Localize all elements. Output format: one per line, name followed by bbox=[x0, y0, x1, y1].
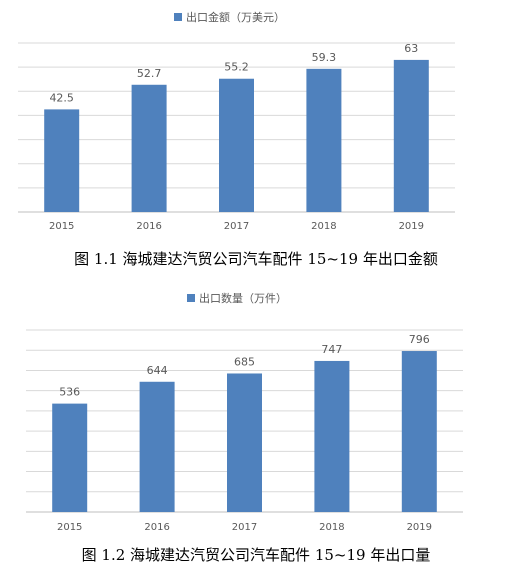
export-amount-chart: 出口金额（万美元） 42.552.7 55.259.363 2015 2016 201… bbox=[18, 10, 455, 232]
x-tick-label: 2016 bbox=[136, 221, 161, 232]
data-label: 42.5 bbox=[49, 91, 74, 104]
legend-swatch bbox=[187, 294, 195, 302]
bar-series bbox=[44, 59, 429, 213]
bar bbox=[44, 109, 80, 212]
x-tick-label: 2018 bbox=[319, 522, 344, 533]
x-tick-label: 2017 bbox=[224, 221, 249, 232]
value-labels: 42.5 52.7 55.2 59.3 63 bbox=[49, 42, 418, 104]
figure-caption: 图 1.1 海城建达汽贸公司汽车配件 15~19 年出口金额 bbox=[74, 250, 438, 268]
legend-label: 出口数量（万件） bbox=[199, 291, 287, 305]
bar bbox=[227, 373, 262, 512]
x-tick-label: 2019 bbox=[407, 522, 432, 533]
bar bbox=[219, 78, 254, 212]
bar bbox=[393, 59, 429, 213]
x-tick-label: 2018 bbox=[311, 221, 336, 232]
x-tick-label: 2019 bbox=[399, 221, 424, 232]
data-label: 52.7 bbox=[137, 67, 162, 80]
data-label: 63 bbox=[404, 42, 418, 55]
bar bbox=[401, 351, 437, 512]
value-labels: 536 644 685 747 796 bbox=[59, 333, 430, 399]
figure-caption: 图 1.2 海城建达汽贸公司汽车配件 15~19 年出口量 bbox=[81, 546, 431, 564]
data-label: 796 bbox=[409, 333, 430, 346]
data-label: 685 bbox=[234, 355, 255, 368]
data-label: 536 bbox=[59, 386, 80, 399]
bar bbox=[306, 68, 342, 212]
x-tick-label: 2017 bbox=[232, 522, 257, 533]
x-tick-label: 2016 bbox=[144, 522, 169, 533]
data-label: 59.3 bbox=[312, 51, 337, 64]
bar bbox=[52, 403, 88, 512]
x-tick-label: 2015 bbox=[57, 522, 82, 533]
bar bbox=[139, 381, 175, 512]
data-label: 55.2 bbox=[224, 61, 249, 74]
bar bbox=[314, 360, 350, 512]
x-tick-labels: 2015 2016 2017 2018 2019 bbox=[49, 221, 424, 232]
bar bbox=[131, 84, 167, 212]
legend-label: 出口金额（万美元） bbox=[186, 10, 285, 24]
bar-series bbox=[52, 351, 437, 512]
x-tick-label: 2015 bbox=[49, 221, 74, 232]
legend-swatch bbox=[174, 13, 182, 21]
x-tick-labels: 2015 2016 2017 2018 2019 bbox=[57, 522, 432, 533]
data-label: 747 bbox=[321, 343, 342, 356]
data-label: 644 bbox=[147, 364, 168, 377]
